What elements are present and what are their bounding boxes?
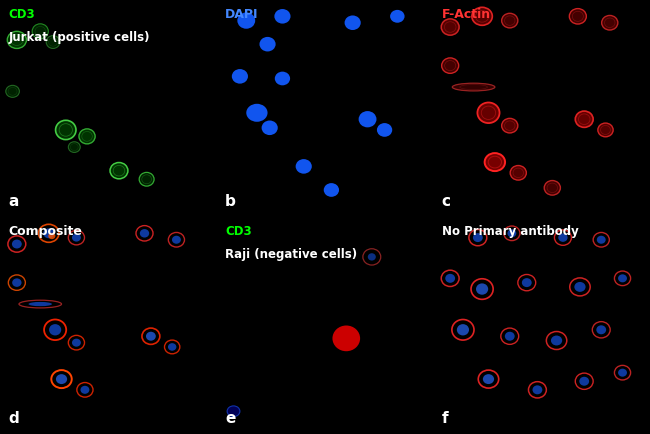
Ellipse shape: [6, 85, 20, 97]
Ellipse shape: [32, 24, 48, 39]
Ellipse shape: [602, 16, 618, 30]
Ellipse shape: [618, 368, 627, 377]
Ellipse shape: [275, 72, 290, 85]
Ellipse shape: [72, 339, 81, 347]
Ellipse shape: [544, 181, 560, 195]
Ellipse shape: [441, 58, 459, 73]
Text: Raji (negative cells): Raji (negative cells): [225, 248, 357, 261]
Ellipse shape: [476, 283, 488, 295]
Text: CD3: CD3: [225, 225, 252, 238]
Ellipse shape: [445, 274, 455, 283]
Ellipse shape: [46, 36, 60, 49]
Ellipse shape: [597, 236, 606, 244]
Text: f: f: [441, 411, 448, 426]
Text: e: e: [225, 411, 235, 426]
Ellipse shape: [508, 229, 516, 237]
Text: Jurkat (positive cells): Jurkat (positive cells): [8, 31, 150, 44]
Ellipse shape: [377, 123, 392, 137]
Ellipse shape: [344, 16, 361, 30]
Ellipse shape: [485, 153, 505, 171]
Text: No Primary antibody: No Primary antibody: [441, 225, 578, 238]
Ellipse shape: [168, 343, 176, 351]
Ellipse shape: [227, 406, 240, 417]
Ellipse shape: [274, 9, 291, 23]
Ellipse shape: [55, 120, 76, 140]
Ellipse shape: [79, 129, 95, 144]
Ellipse shape: [296, 159, 312, 174]
Ellipse shape: [457, 324, 469, 335]
Text: DAPI: DAPI: [225, 8, 259, 21]
Ellipse shape: [246, 104, 268, 122]
Ellipse shape: [368, 253, 376, 260]
Ellipse shape: [473, 233, 483, 242]
Text: a: a: [8, 194, 19, 209]
Ellipse shape: [575, 111, 593, 127]
Ellipse shape: [483, 374, 494, 384]
Ellipse shape: [596, 326, 606, 334]
Ellipse shape: [477, 102, 500, 123]
Ellipse shape: [618, 274, 627, 283]
Ellipse shape: [110, 162, 128, 179]
Ellipse shape: [441, 19, 459, 35]
Ellipse shape: [324, 183, 339, 197]
Text: d: d: [8, 411, 19, 426]
Ellipse shape: [172, 236, 181, 244]
Ellipse shape: [43, 228, 55, 238]
Ellipse shape: [390, 10, 404, 23]
Ellipse shape: [146, 332, 156, 341]
Ellipse shape: [140, 229, 150, 237]
Text: Composite: Composite: [8, 225, 82, 238]
Ellipse shape: [12, 240, 21, 249]
Text: F-Actin: F-Actin: [441, 8, 491, 21]
Ellipse shape: [551, 335, 562, 345]
Ellipse shape: [68, 142, 80, 152]
Ellipse shape: [598, 123, 613, 137]
Ellipse shape: [532, 385, 542, 395]
Ellipse shape: [81, 386, 90, 394]
Ellipse shape: [522, 278, 532, 287]
Ellipse shape: [579, 377, 589, 386]
Ellipse shape: [232, 69, 248, 84]
Ellipse shape: [505, 332, 515, 341]
Ellipse shape: [359, 111, 376, 127]
Ellipse shape: [56, 374, 67, 384]
Ellipse shape: [575, 282, 586, 292]
Ellipse shape: [12, 278, 21, 287]
Ellipse shape: [510, 165, 526, 180]
Text: b: b: [225, 194, 236, 209]
Ellipse shape: [472, 7, 492, 25]
Ellipse shape: [569, 9, 586, 24]
Ellipse shape: [261, 121, 278, 135]
Ellipse shape: [558, 233, 567, 242]
Ellipse shape: [48, 233, 55, 239]
Text: c: c: [441, 194, 450, 209]
Ellipse shape: [259, 37, 276, 52]
Ellipse shape: [502, 118, 518, 133]
Ellipse shape: [49, 324, 61, 335]
Ellipse shape: [452, 83, 495, 91]
Ellipse shape: [139, 172, 154, 186]
Text: CD3: CD3: [8, 8, 35, 21]
Ellipse shape: [237, 13, 255, 29]
Ellipse shape: [7, 31, 27, 49]
Ellipse shape: [72, 233, 81, 242]
Ellipse shape: [332, 326, 360, 351]
Ellipse shape: [502, 13, 518, 28]
Ellipse shape: [29, 302, 52, 306]
